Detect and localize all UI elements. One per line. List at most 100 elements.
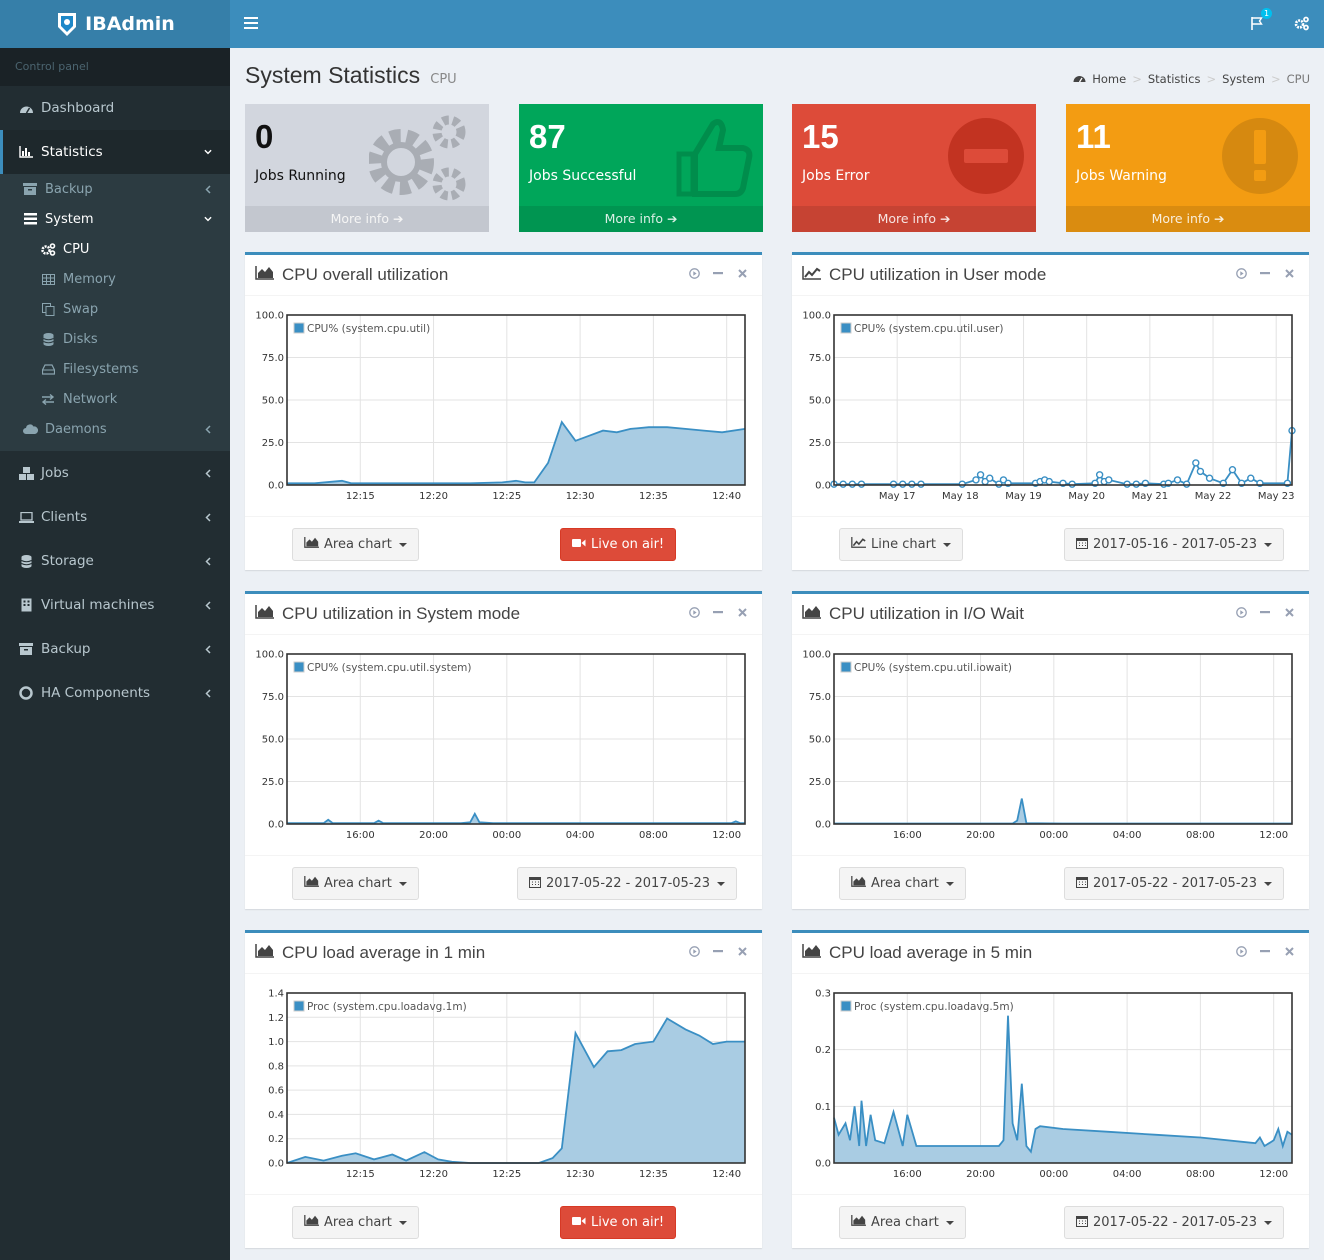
play-circle-icon[interactable] — [688, 267, 700, 279]
series-area — [287, 1018, 745, 1163]
caret-down-icon — [1264, 881, 1273, 886]
sidebar-item-filesystems[interactable]: Filesystems — [0, 354, 230, 384]
sidebar-item-label: Daemons — [45, 421, 107, 437]
breadcrumb-statistics[interactable]: Statistics — [1147, 72, 1201, 86]
play-circle-icon[interactable] — [1235, 267, 1247, 279]
sidebar-item-disks[interactable]: Disks — [0, 324, 230, 354]
logo-icon — [55, 11, 79, 37]
area-chart-icon — [304, 537, 319, 552]
chart-type-dropdown[interactable]: Area chart — [839, 1206, 966, 1239]
breadcrumb: Home > Statistics > System > CPU — [1073, 72, 1310, 86]
y-tick-label: 0.2 — [268, 1134, 284, 1145]
play-circle-icon[interactable] — [1235, 945, 1247, 957]
sidebar-item-label: HA Components — [41, 685, 151, 701]
close-icon[interactable] — [1283, 606, 1295, 618]
sidebar-item-dashboard[interactable]: Dashboard — [0, 86, 230, 130]
app-logo[interactable]: IBAdmin — [0, 0, 230, 48]
breadcrumb-system[interactable]: System — [1222, 72, 1265, 86]
live-on-air-button[interactable]: Live on air! — [560, 1206, 677, 1239]
sidebar-item-storage[interactable]: Storage — [0, 539, 230, 583]
sidebar-item-virtual-machines[interactable]: Virtual machines — [0, 583, 230, 627]
series-line — [287, 420, 746, 485]
series-area — [834, 798, 1292, 824]
date-range-picker[interactable]: 2017-05-16 - 2017-05-23 — [1064, 528, 1285, 561]
more-info-link[interactable]: More info ➔ — [245, 206, 489, 232]
x-tick-label: May 22 — [1195, 491, 1232, 502]
panel-tools — [688, 945, 748, 957]
x-tick-label: 12:35 — [639, 491, 668, 502]
y-tick-label: 100.0 — [255, 311, 284, 322]
minus-icon[interactable] — [712, 606, 724, 618]
x-tick-label: May 17 — [879, 491, 916, 502]
y-tick-label: 75.0 — [809, 692, 831, 703]
more-info-link[interactable]: More info ➔ — [792, 206, 1036, 232]
list-icon — [22, 212, 38, 226]
sidebar-item-label: Storage — [41, 553, 94, 569]
x-tick-label: 04:00 — [1113, 1169, 1142, 1180]
date-range-picker[interactable]: 2017-05-22 - 2017-05-23 — [1064, 867, 1285, 900]
sidebar: IBAdmin Control panel Dashboard Statisti… — [0, 0, 230, 1260]
play-circle-icon[interactable] — [1235, 606, 1247, 618]
chart-type-dropdown[interactable]: Line chart — [839, 528, 964, 561]
flag-icon[interactable] — [1250, 16, 1264, 30]
close-icon[interactable] — [736, 267, 748, 279]
dropdown-label: Area chart — [871, 876, 939, 891]
minus-icon[interactable] — [712, 945, 724, 957]
sidebar-item-network[interactable]: Network — [0, 384, 230, 414]
close-icon[interactable] — [1283, 945, 1295, 957]
x-tick-label: 12:20 — [419, 1169, 448, 1180]
date-range-label: 2017-05-22 - 2017-05-23 — [546, 876, 711, 891]
sidebar-item-stats-system[interactable]: System — [0, 204, 230, 234]
close-icon[interactable] — [736, 945, 748, 957]
breadcrumb-home[interactable]: Home — [1092, 72, 1127, 86]
minus-icon[interactable] — [1259, 606, 1271, 618]
x-tick-label: 16:00 — [893, 830, 922, 841]
more-info-link[interactable]: More info ➔ — [519, 206, 763, 232]
x-tick-label: 12:20 — [419, 491, 448, 502]
panel-title: CPU load average in 5 min — [829, 943, 1033, 962]
date-range-picker[interactable]: 2017-05-22 - 2017-05-23 — [1064, 1206, 1285, 1239]
chart-area: 12:15 12:20 12:25 12:30 12:35 12:40 1.4 1.2 1.0 0… — [245, 974, 762, 1194]
sidebar-item-backup[interactable]: Backup — [0, 627, 230, 671]
date-range-picker[interactable]: 2017-05-22 - 2017-05-23 — [517, 867, 738, 900]
exclamation-circle-icon — [1220, 114, 1300, 194]
sidebar-item-memory[interactable]: Memory — [0, 264, 230, 294]
bar-chart-icon — [18, 145, 34, 159]
chart-type-dropdown[interactable]: Area chart — [839, 867, 966, 900]
sidebar-item-stats-backup[interactable]: Backup — [0, 174, 230, 204]
caret-down-icon — [945, 1220, 954, 1225]
play-circle-icon[interactable] — [688, 945, 700, 957]
top-navbar: 1 — [230, 0, 1324, 48]
y-tick-label: 50.0 — [809, 735, 831, 746]
more-info-link[interactable]: More info ➔ — [1066, 206, 1310, 232]
data-point — [1182, 480, 1191, 488]
sidebar-item-jobs[interactable]: Jobs — [0, 451, 230, 495]
x-tick-label: 00:00 — [1039, 1169, 1068, 1180]
x-tick-label: 12:15 — [346, 491, 375, 502]
stat-label: Jobs Error — [802, 168, 870, 184]
sidebar-item-ha-components[interactable]: HA Components — [0, 671, 230, 715]
settings-cogs-icon[interactable] — [1294, 16, 1310, 31]
sidebar-item-clients[interactable]: Clients — [0, 495, 230, 539]
close-icon[interactable] — [736, 606, 748, 618]
stat-box-jobs-error: 15 Jobs Error More info ➔ — [792, 104, 1036, 232]
sidebar-item-swap[interactable]: Swap — [0, 294, 230, 324]
chart-type-dropdown[interactable]: Area chart — [292, 867, 419, 900]
sidebar-toggle-icon[interactable] — [244, 17, 258, 29]
y-tick-label: 0.4 — [268, 1110, 284, 1121]
legend-swatch — [293, 661, 305, 673]
sidebar-item-statistics[interactable]: Statistics — [0, 130, 230, 174]
sidebar-item-cpu[interactable]: CPU — [0, 234, 230, 264]
chart-type-dropdown[interactable]: Area chart — [292, 528, 419, 561]
play-circle-icon[interactable] — [688, 606, 700, 618]
chart-type-dropdown[interactable]: Area chart — [292, 1206, 419, 1239]
sidebar-item-daemons[interactable]: Daemons — [0, 414, 230, 444]
chart-panel-cpu-overall: CPU overall utilization 12:15 12:20 12:25 1… — [245, 252, 762, 570]
minus-icon[interactable] — [712, 267, 724, 279]
live-on-air-button[interactable]: Live on air! — [560, 528, 677, 561]
minus-icon[interactable] — [1259, 945, 1271, 957]
chart-panel-loadavg-1m: CPU load average in 1 min 12:15 12:20 12:2… — [245, 930, 762, 1248]
close-icon[interactable] — [1283, 267, 1295, 279]
y-tick-label: 50.0 — [809, 396, 831, 407]
minus-icon[interactable] — [1259, 267, 1271, 279]
